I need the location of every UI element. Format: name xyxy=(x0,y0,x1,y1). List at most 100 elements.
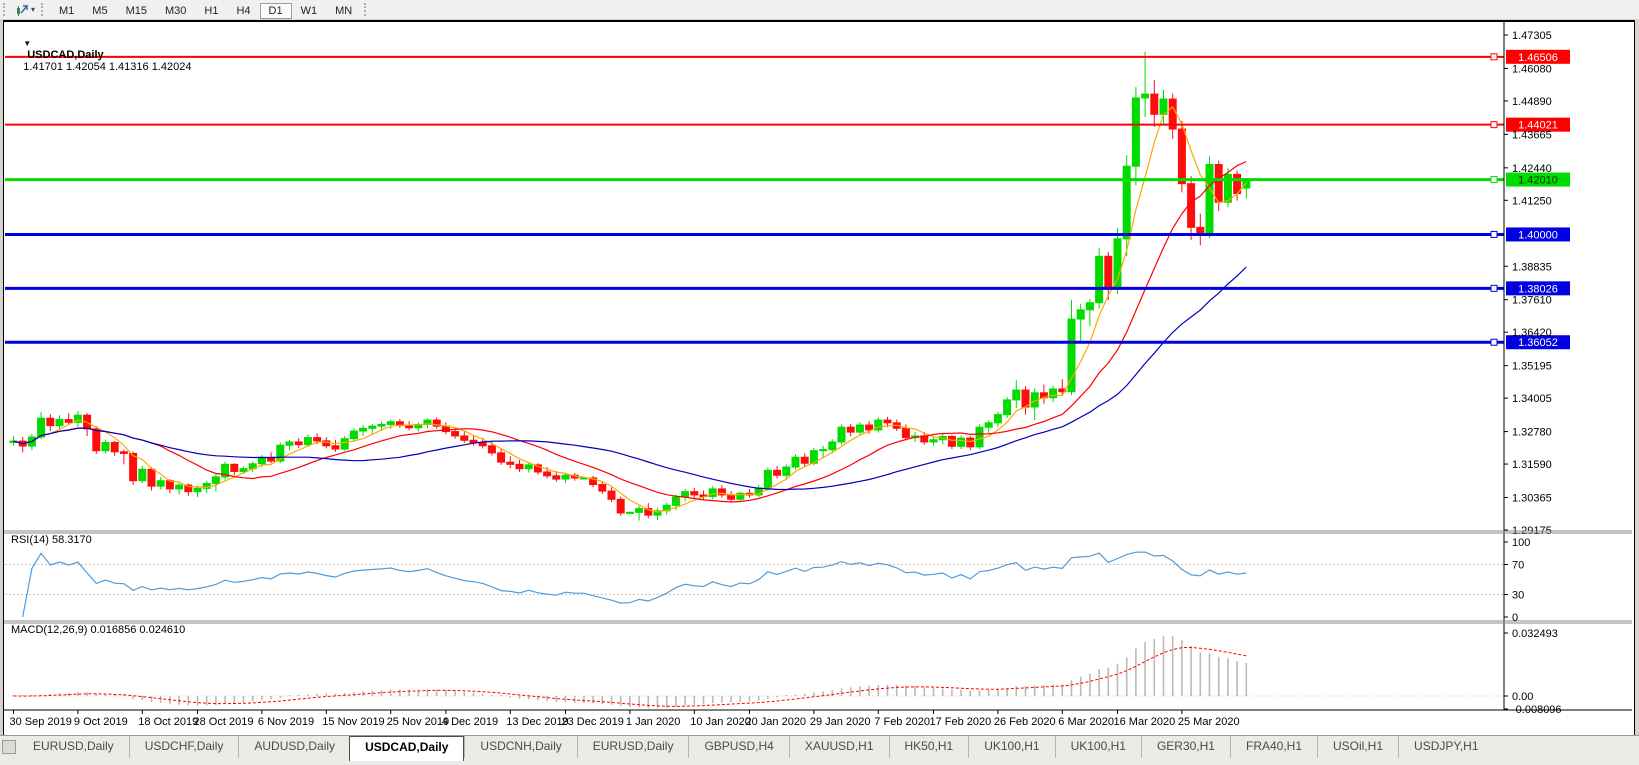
chart-cursor-tool[interactable]: ▾ xyxy=(12,2,38,18)
candle-body xyxy=(717,488,726,496)
timeframe-button-m15[interactable]: M15 xyxy=(125,4,147,17)
candle-body xyxy=(708,488,717,498)
hline-anchor[interactable] xyxy=(1490,121,1498,129)
candle-body xyxy=(37,417,46,438)
tab-eurusd-daily[interactable]: EURUSD,Daily xyxy=(576,736,689,758)
timeframe-button-mn[interactable]: MN xyxy=(335,4,353,17)
toolbar-grip[interactable] xyxy=(41,3,46,16)
candle-body xyxy=(543,471,552,477)
macd-tick-label: 0.00 xyxy=(1512,691,1533,703)
candle-body xyxy=(294,441,303,446)
toolbar-grip[interactable] xyxy=(3,3,8,16)
candle-body xyxy=(487,445,496,454)
candle-body xyxy=(782,466,791,476)
tab-fra40-h1[interactable]: FRA40,H1 xyxy=(1229,736,1317,758)
candle-body xyxy=(1205,164,1214,236)
price-badge-label: 1.46506 xyxy=(1518,52,1558,64)
rsi-tick-label: 0 xyxy=(1512,612,1518,624)
candle-body xyxy=(211,476,220,484)
candle-body xyxy=(285,441,294,446)
candle-body xyxy=(1076,309,1085,320)
timeframe-button-m1[interactable]: M1 xyxy=(59,4,75,17)
chart-window[interactable]: 1.46506 1.44021 1.42010 1.40000 1.38026 1.360… xyxy=(3,20,1635,736)
axis-tick-label: 1.36420 xyxy=(1512,327,1552,339)
price-chart-svg[interactable]: 1.46506 1.44021 1.42010 1.40000 1.38026 1.360… xyxy=(4,22,1632,733)
hline-anchor[interactable] xyxy=(1490,338,1498,346)
price-badge-label: 1.36052 xyxy=(1518,337,1558,349)
date-tick-label: 6 Mar 2020 xyxy=(1058,716,1114,728)
candle-body xyxy=(607,490,616,500)
tab-usdcad-daily[interactable]: USDCAD,Daily xyxy=(349,736,465,761)
date-tick-label: 25 Nov 2019 xyxy=(387,716,449,728)
tab-uk100-h1[interactable]: UK100,H1 xyxy=(968,736,1054,758)
candle-body xyxy=(221,463,230,478)
candle-body xyxy=(993,414,1002,424)
candle-body xyxy=(349,430,358,440)
date-tick-label: 17 Feb 2020 xyxy=(930,716,992,728)
hline-anchor[interactable] xyxy=(1490,53,1498,61)
date-tick-label: 10 Jan 2020 xyxy=(690,716,751,728)
axis-tick-label: 1.47305 xyxy=(1512,30,1552,42)
tab-usoil-h1[interactable]: USOil,H1 xyxy=(1317,736,1398,758)
candle-body xyxy=(957,437,966,447)
candle-body xyxy=(653,510,662,516)
candle-body xyxy=(138,468,147,482)
tab-ger30-h1[interactable]: GER30,H1 xyxy=(1140,736,1230,758)
rsi-tick-label: 70 xyxy=(1512,560,1524,572)
date-tick-label: 1 Jan 2020 xyxy=(626,716,680,728)
macd-tick-label: 0.032493 xyxy=(1512,628,1558,640)
candle-body xyxy=(497,452,506,463)
chart-tab-bar: EURUSD,Daily USDCHF,Daily AUDUSD,Daily USDC… xyxy=(0,735,1639,765)
chart-context-icon[interactable]: ▼ xyxy=(23,39,32,48)
candle-body xyxy=(671,496,680,506)
date-tick-label: 6 Nov 2019 xyxy=(258,716,314,728)
tab-usdcnh-daily[interactable]: USDCNH,Daily xyxy=(464,736,576,758)
candle-body xyxy=(791,456,800,468)
candle-body xyxy=(432,419,441,427)
tab-xauusd-h1[interactable]: XAUUSD,H1 xyxy=(788,736,889,758)
timeframe-button-d1[interactable]: D1 xyxy=(259,2,292,19)
macd-signal-line xyxy=(13,646,1247,707)
hline-anchor[interactable] xyxy=(1490,284,1498,292)
date-tick-label: 20 Jan 2020 xyxy=(746,716,807,728)
tab-usdjpy-h1[interactable]: USDJPY,H1 xyxy=(1398,736,1493,758)
timeframe-button-h1[interactable]: H1 xyxy=(204,4,219,17)
hline-anchor[interactable] xyxy=(1490,230,1498,238)
tab-scroll-button[interactable] xyxy=(2,740,16,754)
tab-gbpusd-h4[interactable]: GBPUSD,H4 xyxy=(688,736,788,758)
candle-body xyxy=(202,482,211,489)
candle-body xyxy=(819,449,828,452)
candle-body xyxy=(119,451,128,454)
candle-body xyxy=(1131,97,1140,167)
tab-uk100-h1[interactable]: UK100,H1 xyxy=(1054,736,1141,758)
candle-body xyxy=(1113,238,1122,290)
candle-body xyxy=(1104,255,1113,290)
candle-body xyxy=(966,437,975,448)
candle-body xyxy=(359,427,368,432)
price-axis[interactable]: 1.47305 1.46080 1.44890 1.43665 1.42440 1.412… xyxy=(1503,22,1552,710)
candle-body xyxy=(1058,388,1067,393)
chart-title: ▼ USDCAD,Daily 1.41701 1.42054 1.41316 1… xyxy=(11,25,191,85)
toolbar-grip[interactable] xyxy=(364,3,369,16)
tab-hk50-h1[interactable]: HK50,H1 xyxy=(888,736,969,758)
date-tick-label: 30 Sep 2019 xyxy=(10,716,72,728)
timeframe-button-h4[interactable]: H4 xyxy=(236,4,251,17)
tab-eurusd-daily[interactable]: EURUSD,Daily xyxy=(33,739,114,753)
timeframe-button-m30[interactable]: M30 xyxy=(164,4,187,17)
timeframe-button-m5[interactable]: M5 xyxy=(92,4,108,17)
tab-audusd-daily[interactable]: AUDUSD,Daily xyxy=(238,736,350,758)
axis-tick-label: 1.43665 xyxy=(1512,129,1552,141)
candle-body xyxy=(257,456,266,465)
candle-body xyxy=(1177,128,1186,185)
date-tick-label: 25 Mar 2020 xyxy=(1178,716,1240,728)
candle-body xyxy=(1003,399,1012,416)
candle-body xyxy=(405,425,414,429)
date-tick-label: 9 Oct 2019 xyxy=(74,716,128,728)
hline-anchor[interactable] xyxy=(1490,176,1498,184)
timeframe-button-w1[interactable]: W1 xyxy=(300,4,318,17)
date-tick-label: 16 Mar 2020 xyxy=(1114,716,1176,728)
tab-usdchf-daily[interactable]: USDCHF,Daily xyxy=(128,736,239,758)
axis-tick-label: 1.38835 xyxy=(1512,261,1552,273)
candle-body xyxy=(846,426,855,433)
